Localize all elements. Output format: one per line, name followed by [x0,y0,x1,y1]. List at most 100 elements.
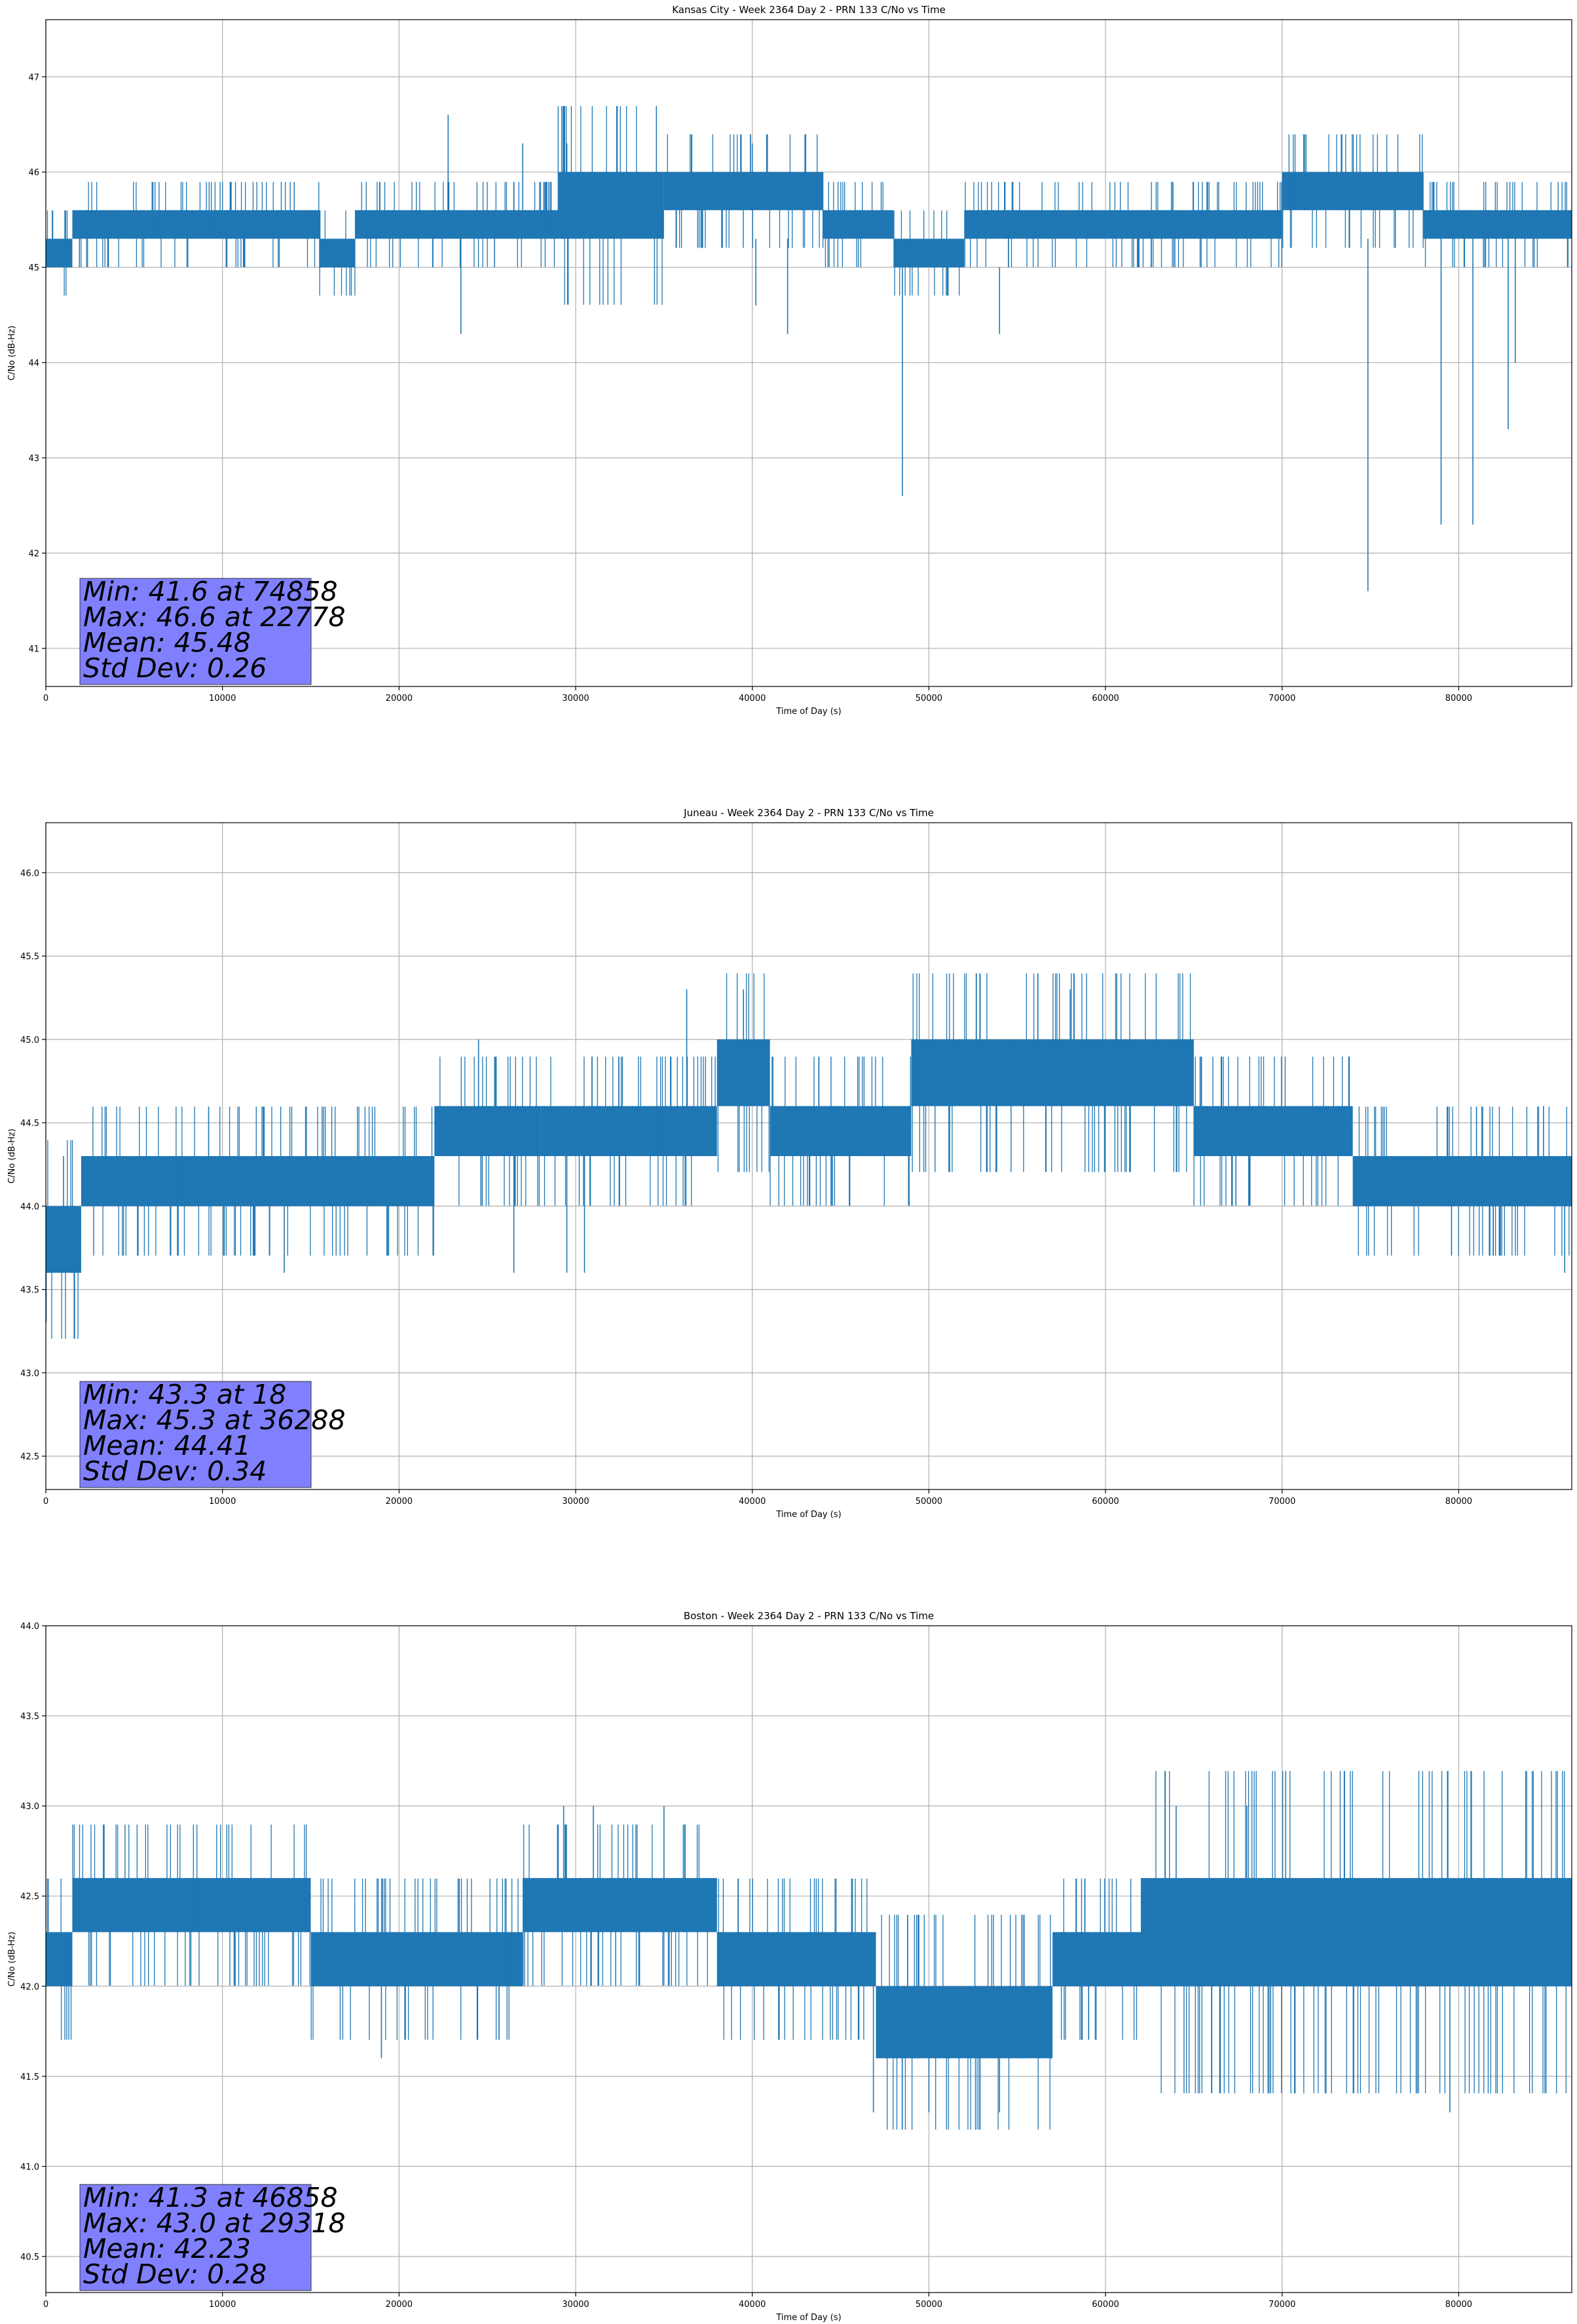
y-tick-label: 44.5 [20,1119,39,1129]
y-tick-label: 44.0 [20,1622,39,1632]
stats-std-dev: Std Dev: 0.34 [83,1455,267,1487]
x-tick-label: 60000 [1092,1497,1119,1507]
chart-2-xlabel: Time of Day (s) [775,2313,841,2323]
x-tick-label: 50000 [916,694,942,703]
series-band [716,1932,876,1987]
y-tick-label: 41.0 [20,2162,39,2172]
x-tick-label: 80000 [1445,2300,1472,2310]
y-tick-label: 43.0 [20,1369,39,1379]
x-tick-label: 10000 [209,694,236,703]
x-tick-label: 70000 [1269,2300,1295,2310]
x-tick-label: 60000 [1092,2300,1119,2310]
y-tick-label: 45.0 [20,1036,39,1045]
y-tick-label: 43.5 [20,1286,39,1296]
y-tick-label: 41 [28,645,39,654]
y-tick-label: 44.0 [20,1202,39,1212]
stats-min: Min: 43.3 at 18 [83,1379,286,1410]
series-noise [46,1771,1567,2130]
x-tick-label: 80000 [1445,694,1472,703]
y-tick-label: 45 [28,263,39,273]
chart-1-title: Juneau - Week 2364 Day 2 - PRN 133 C/No … [683,807,934,819]
y-tick-label: 46 [28,168,39,178]
series-band [1352,1156,1572,1207]
x-tick-label: 50000 [916,1497,942,1507]
kansas-city-chart: 0 10000 20000 30000 40000 50000 60000 70000 8000… [7,4,1572,717]
chart-1-series [46,973,1572,1339]
series-band [319,238,355,268]
y-tick-label: 46.0 [20,869,39,878]
x-tick-label: 70000 [1269,1497,1295,1507]
x-tick-label: 20000 [386,694,413,703]
x-tick-label: 70000 [1269,694,1295,703]
x-tick-label: 30000 [562,694,589,703]
x-tick-label: 0 [43,694,48,703]
x-tick-label: 30000 [562,2300,589,2310]
x-tick-label: 0 [43,1497,48,1507]
chart-2-axes-frame [45,1625,1572,2293]
stats-mean: Mean: 44.41 [83,1430,251,1461]
chart-2-ylabel: C/No (dB-Hz) [7,1932,17,1987]
chart-0-title: Kansas City - Week 2364 Day 2 - PRN 133 … [672,4,946,16]
chart-0-xlabel: Time of Day (s) [775,707,841,717]
stats-min: Min: 41.3 at 46858 [83,2182,338,2213]
y-tick-label: 45.5 [20,952,39,962]
boston-chart: 0 10000 20000 30000 40000 50000 60000 70000 8000… [7,1610,1572,2323]
x-tick-label: 80000 [1445,1497,1472,1507]
y-tick-label: 42 [28,549,39,559]
stats-max: Max: 46.6 at 22778 [83,601,346,633]
stats-max: Max: 43.0 at 29318 [83,2207,346,2239]
series-band [770,1106,912,1156]
series-band [893,238,965,268]
series-band [1193,1106,1353,1156]
series-band [72,1878,311,1932]
series-band [81,1156,435,1207]
series-band [558,172,664,239]
x-tick-label: 0 [43,2300,48,2310]
y-tick-label: 47 [28,73,39,83]
series-band [46,238,73,268]
chart-2-title: Boston - Week 2364 Day 2 - PRN 133 C/No … [684,1610,934,1622]
juneau-chart: 0 10000 20000 30000 40000 50000 60000 70000 8000… [7,807,1572,1520]
y-tick-label: 43.0 [20,1802,39,1812]
chart-0-grid [45,20,1572,686]
x-tick-label: 10000 [209,1497,236,1507]
y-tick-label: 40.5 [20,2253,39,2262]
chart-0-ylabel: C/No (dB-Hz) [7,326,17,381]
y-tick-label: 43 [28,454,39,464]
stats-mean: Mean: 42.23 [83,2233,251,2264]
stats-box-background [79,2184,312,2291]
series-band [310,1932,523,1987]
y-tick-label: 41.5 [20,2072,39,2082]
series-band [434,1106,541,1156]
y-tick-label: 42.0 [20,1982,39,1992]
y-tick-label: 42.5 [20,1892,39,1902]
series-band [540,1106,717,1156]
stats-box-background [79,578,312,685]
y-tick-label: 44 [28,359,39,369]
stats-std-dev: Std Dev: 0.26 [83,652,267,684]
x-tick-label: 20000 [386,2300,413,2310]
x-tick-label: 20000 [386,1497,413,1507]
x-tick-label: 40000 [739,2300,766,2310]
stats-max: Max: 45.3 at 36288 [83,1404,346,1436]
stats-box-background [79,1381,312,1488]
series-noise [47,973,1570,1339]
y-tick-label: 43.5 [20,1712,39,1722]
y-tick-label: 42.5 [20,1452,39,1462]
chart-1-ylabel: C/No (dB-Hz) [7,1129,17,1184]
chart-1-axes-frame [45,822,1572,1490]
series-noise [46,105,1568,305]
stats-std-dev: Std Dev: 0.28 [83,2258,267,2290]
series-band [523,1878,717,1932]
series-band [72,210,320,239]
x-tick-label: 60000 [1092,694,1119,703]
series-band [911,1039,1194,1106]
stats-min: Min: 41.6 at 74858 [83,576,338,607]
chart-0-series [46,105,1572,591]
x-tick-label: 50000 [916,2300,942,2310]
x-tick-label: 30000 [562,1497,589,1507]
